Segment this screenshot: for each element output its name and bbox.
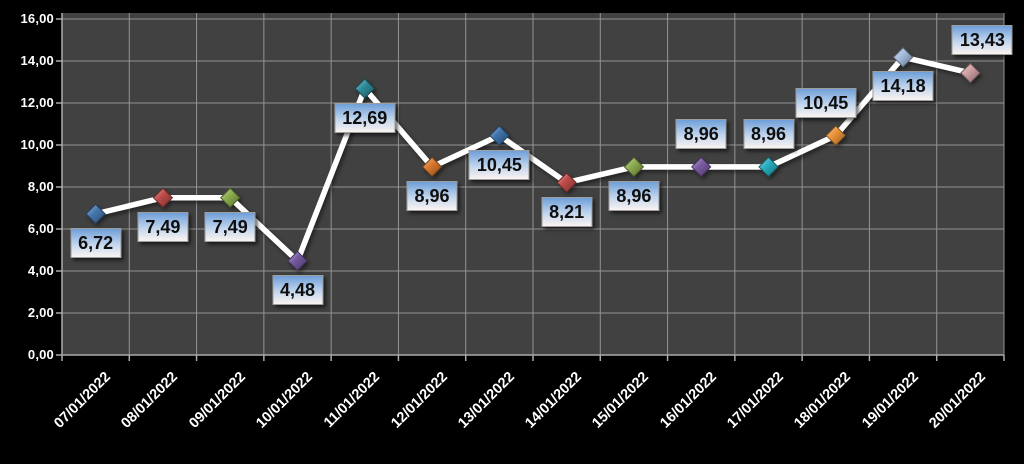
data-point-marker [421,156,443,178]
data-label: 7,49 [137,211,189,242]
data-point-marker [892,47,914,68]
data-label: 8,96 [675,118,727,149]
y-axis-tick-label: 2,00 [27,305,54,320]
data-point-marker [758,156,779,178]
y-axis-tick-label: 4,00 [27,263,54,278]
series-line [92,54,974,264]
y-axis-tick-label: 10,00 [20,137,54,152]
data-label: 14,18 [872,71,934,102]
data-point-marker [220,187,241,208]
data-point-marker [960,62,981,84]
data-label: 10,45 [795,87,857,118]
data-label: 4,48 [271,274,324,305]
data-label: 8,96 [608,180,660,211]
data-label: 8,21 [541,196,593,227]
data-point-marker [623,156,645,178]
data-point-marker [691,156,712,178]
data-point-marker [354,78,375,99]
data-point-marker [489,125,510,146]
data-point-marker [556,172,577,193]
data-point-marker [287,250,308,272]
data-point-marker [825,125,846,146]
y-axis-tick-label: 8,00 [27,179,54,194]
data-label: 7,49 [204,211,256,242]
data-point-marker [152,187,174,208]
data-point-marker [85,203,106,225]
y-axis-tick-label: 16,00 [20,11,54,26]
y-axis-tick-label: 12,00 [20,95,54,110]
y-axis-tick-label: 0,00 [27,347,54,362]
data-label: 8,96 [406,180,458,211]
y-axis-tick-label: 6,00 [27,221,54,236]
data-label: 8,96 [742,118,795,149]
data-label: 13,43 [951,24,1013,55]
data-label: 10,45 [468,149,530,180]
y-axis-tick-label: 14,00 [20,53,54,68]
data-label: 6,72 [70,227,122,258]
data-label: 12,69 [334,102,396,133]
